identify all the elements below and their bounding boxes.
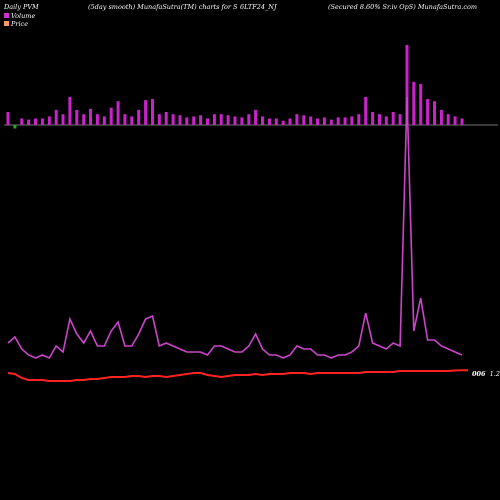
volume-bar [144, 100, 148, 125]
volume-bar [171, 114, 175, 125]
volume-bar [233, 116, 237, 125]
volume-bar [157, 114, 161, 125]
legend-price-label: Price [10, 20, 28, 28]
volume-bar [398, 114, 402, 125]
volume-bar [357, 114, 361, 125]
volume-bar [226, 115, 230, 125]
volume-bar [219, 114, 223, 125]
volume-bar [164, 112, 168, 125]
volume-bar [446, 114, 450, 125]
volume-bar [27, 119, 31, 125]
volume-bar [199, 115, 203, 125]
legend: Volume Price [4, 12, 35, 28]
legend-volume-swatch [4, 13, 9, 18]
header-center: 6LTF24_NJ [240, 3, 277, 11]
volume-bar [206, 118, 209, 125]
price-label: 006 1.28 [472, 370, 500, 378]
volume-bar [47, 116, 51, 125]
legend-price-swatch [4, 21, 9, 26]
volume-bar [419, 83, 423, 125]
volume-bar [151, 99, 154, 125]
volume-bar [460, 118, 464, 125]
volume-bar [13, 125, 17, 129]
volume-bar [137, 109, 141, 125]
volume-bar [20, 118, 24, 125]
volume-bar [439, 109, 443, 125]
volume-bar [316, 118, 319, 125]
volume-bar [254, 109, 258, 125]
volume-bar [192, 116, 196, 125]
volume-bar [240, 117, 244, 125]
volume-bar [40, 118, 44, 125]
volume-bar [89, 108, 92, 125]
header-center-left: (5day smooth) MunafaSutra(TM) charts for… [88, 3, 238, 11]
volume-bar [267, 118, 271, 125]
volume-bar [412, 81, 416, 125]
volume-bar [75, 109, 79, 125]
volume-bar [34, 118, 37, 125]
volume-bar [371, 112, 375, 125]
volume-bar [378, 114, 381, 125]
volume-bar [329, 119, 333, 125]
volume-bar [130, 116, 134, 125]
volume-bar [185, 117, 189, 125]
price-polyline [7, 369, 468, 382]
volume-bar [178, 115, 182, 125]
volume-bar [212, 114, 216, 125]
volume-bar [95, 114, 99, 125]
volume-bar [54, 109, 58, 125]
volume-smooth-polyline [7, 96, 463, 360]
volume-bar [116, 101, 120, 125]
volume-bar [453, 116, 457, 125]
volume-bar [68, 96, 72, 125]
price-label-prefix: 006 [472, 370, 486, 378]
volume-bar [302, 115, 306, 125]
volume-bar [350, 116, 354, 125]
volume-bar [102, 116, 106, 125]
header-left: Daily PVM [3, 3, 39, 11]
volume-bar [247, 114, 251, 125]
volume-bar [336, 117, 340, 125]
price-label-value: 1.28 [490, 370, 500, 378]
volume-bar [391, 112, 395, 125]
volume-bar [82, 114, 86, 125]
price-line [7, 369, 468, 382]
volume-bar [433, 101, 436, 125]
volume-bar [343, 117, 347, 125]
volume-bar [384, 116, 388, 125]
volume-smooth-line [7, 96, 463, 360]
volume-bar [6, 112, 10, 125]
volume-bars [6, 45, 464, 129]
volume-bar [295, 114, 299, 125]
volume-bar [274, 118, 278, 125]
volume-bar [288, 118, 292, 125]
volume-bar [405, 45, 409, 125]
volume-bar [261, 116, 264, 125]
volume-bar [281, 120, 285, 125]
volume-bar [109, 107, 113, 125]
volume-bar [61, 114, 65, 125]
volume-bar [364, 96, 368, 125]
volume-bar [309, 116, 313, 125]
legend-volume-label: Volume [11, 12, 35, 20]
volume-bar [322, 117, 326, 125]
volume-bar [426, 99, 430, 125]
header-right: (Secured 8.60% Sr.iv OpS) MunafaSutra.co… [328, 3, 477, 11]
volume-bar [123, 114, 127, 125]
